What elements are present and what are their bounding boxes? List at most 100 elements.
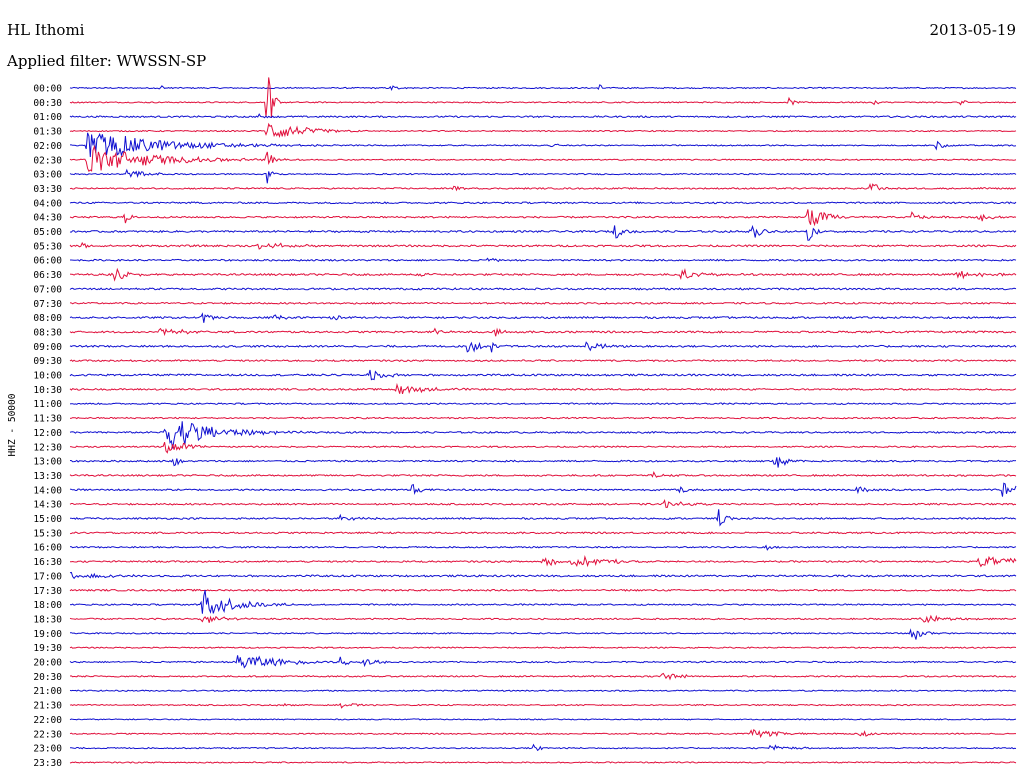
trace-row-0800 <box>69 312 1017 323</box>
row-time-label: 01:30 <box>33 127 62 138</box>
trace-row-0030 <box>69 77 1017 118</box>
row-time-label: 05:00 <box>33 227 62 238</box>
trace-row-0200 <box>70 132 1017 158</box>
row-time-label: 11:00 <box>33 399 62 410</box>
y-axis-label: HHZ - 50000 <box>7 393 18 456</box>
row-time-label: 13:30 <box>33 471 62 482</box>
row-time-label: 21:00 <box>33 686 62 697</box>
trace-row-0330 <box>69 182 1016 192</box>
trace-row-1100 <box>69 402 1017 406</box>
row-time-label: 02:00 <box>33 141 62 152</box>
row-time-label: 11:30 <box>33 414 62 425</box>
row-time-label: 14:30 <box>33 500 62 511</box>
row-time-label: 07:00 <box>33 284 62 295</box>
filter-label: Applied filter: WWSSN-SP <box>6 52 206 70</box>
trace-row-1500 <box>70 509 1017 527</box>
row-time-label: 15:00 <box>33 514 62 525</box>
trace-row-2300 <box>69 743 1017 752</box>
row-time-label: 03:30 <box>33 184 62 195</box>
station-title: HL Ithomi <box>7 21 85 39</box>
trace-row-2030 <box>69 672 1017 681</box>
trace-row-1530 <box>69 531 1017 535</box>
row-time-label: 23:30 <box>33 758 62 769</box>
trace-row-0700 <box>69 287 1017 291</box>
row-time-label: 04:30 <box>33 213 62 224</box>
trace-row-1030 <box>69 382 1017 395</box>
trace-row-1130 <box>69 416 1017 420</box>
row-time-label: 07:30 <box>33 299 62 310</box>
trace-row-0500 <box>69 224 1017 241</box>
row-time-label: 23:00 <box>33 744 62 755</box>
trace-row-0900 <box>69 341 1017 353</box>
row-time-label: 09:00 <box>33 342 62 353</box>
row-time-label: 15:30 <box>33 528 62 539</box>
trace-row-1600 <box>69 544 1017 551</box>
row-time-label: 00:00 <box>33 84 62 95</box>
row-time-label: 09:30 <box>33 356 62 367</box>
trace-row-1800 <box>69 589 1017 614</box>
row-time-label: 02:30 <box>33 155 62 166</box>
trace-row-0730 <box>69 301 1017 305</box>
row-time-label: 14:00 <box>33 485 62 496</box>
row-time-label: 16:00 <box>33 543 62 554</box>
trace-row-2230 <box>69 728 1016 739</box>
row-time-label: 00:30 <box>33 98 62 109</box>
row-time-label: 10:30 <box>33 385 62 396</box>
trace-row-2100 <box>69 689 1017 692</box>
row-time-label: 18:00 <box>33 600 62 611</box>
row-time-label: 19:30 <box>33 643 62 654</box>
trace-row-0300 <box>69 168 1017 184</box>
trace-row-0000 <box>69 84 1017 92</box>
trace-row-1230 <box>69 442 1017 454</box>
row-time-label: 06:00 <box>33 256 62 267</box>
row-time-label: 18:30 <box>33 614 62 625</box>
trace-row-1400 <box>69 482 1017 497</box>
row-time-label: 20:00 <box>33 658 62 669</box>
row-time-label: 22:00 <box>33 715 62 726</box>
trace-row-1430 <box>69 499 1017 508</box>
trace-row-0530 <box>69 241 1017 250</box>
row-time-label: 08:00 <box>33 313 62 324</box>
trace-row-1900 <box>70 628 1017 640</box>
row-time-label: 21:30 <box>33 701 62 712</box>
trace-row-0830 <box>69 327 1017 337</box>
trace-row-1730 <box>69 588 1017 592</box>
row-time-label: 12:00 <box>33 428 62 439</box>
trace-row-1630 <box>69 555 1017 568</box>
row-time-label: 03:00 <box>33 170 62 181</box>
trace-row-1700 <box>69 571 1017 580</box>
trace-rows: 00:00 00:30 01:00 01:30 02:00 02:30 03:00 03:30… <box>33 77 1017 769</box>
trace-row-0600 <box>70 257 1017 263</box>
trace-row-2130 <box>69 702 1017 709</box>
trace-row-1300 <box>69 456 1017 468</box>
row-time-label: 17:30 <box>33 586 62 597</box>
row-time-label: 10:00 <box>33 371 62 382</box>
row-time-label: 22:30 <box>33 729 62 740</box>
row-time-label: 17:00 <box>33 571 62 582</box>
trace-row-0630 <box>69 267 1017 282</box>
row-time-label: 01:00 <box>33 112 62 123</box>
trace-row-2000 <box>69 655 1017 669</box>
date-label: 2013-05-19 <box>930 21 1016 39</box>
trace-row-1830 <box>69 614 1017 624</box>
trace-row-1330 <box>69 470 1017 478</box>
trace-row-2330 <box>69 761 1017 764</box>
row-time-label: 12:30 <box>33 442 62 453</box>
row-time-label: 06:30 <box>33 270 62 281</box>
trace-row-1200 <box>69 421 1017 449</box>
trace-row-0930 <box>69 359 1017 363</box>
trace-row-0230 <box>69 145 1017 173</box>
row-time-label: 04:00 <box>33 198 62 209</box>
trace-row-2200 <box>69 718 1017 721</box>
trace-row-0430 <box>69 209 1017 227</box>
row-time-label: 20:30 <box>33 672 62 683</box>
trace-row-0100 <box>69 113 1017 119</box>
row-time-label: 19:00 <box>33 629 62 640</box>
trace-row-1000 <box>69 369 1017 381</box>
trace-row-0400 <box>69 201 1017 205</box>
row-time-label: 16:30 <box>33 557 62 568</box>
row-time-label: 08:30 <box>33 327 62 338</box>
trace-row-1930 <box>69 646 1017 649</box>
row-time-label: 05:30 <box>33 241 62 252</box>
